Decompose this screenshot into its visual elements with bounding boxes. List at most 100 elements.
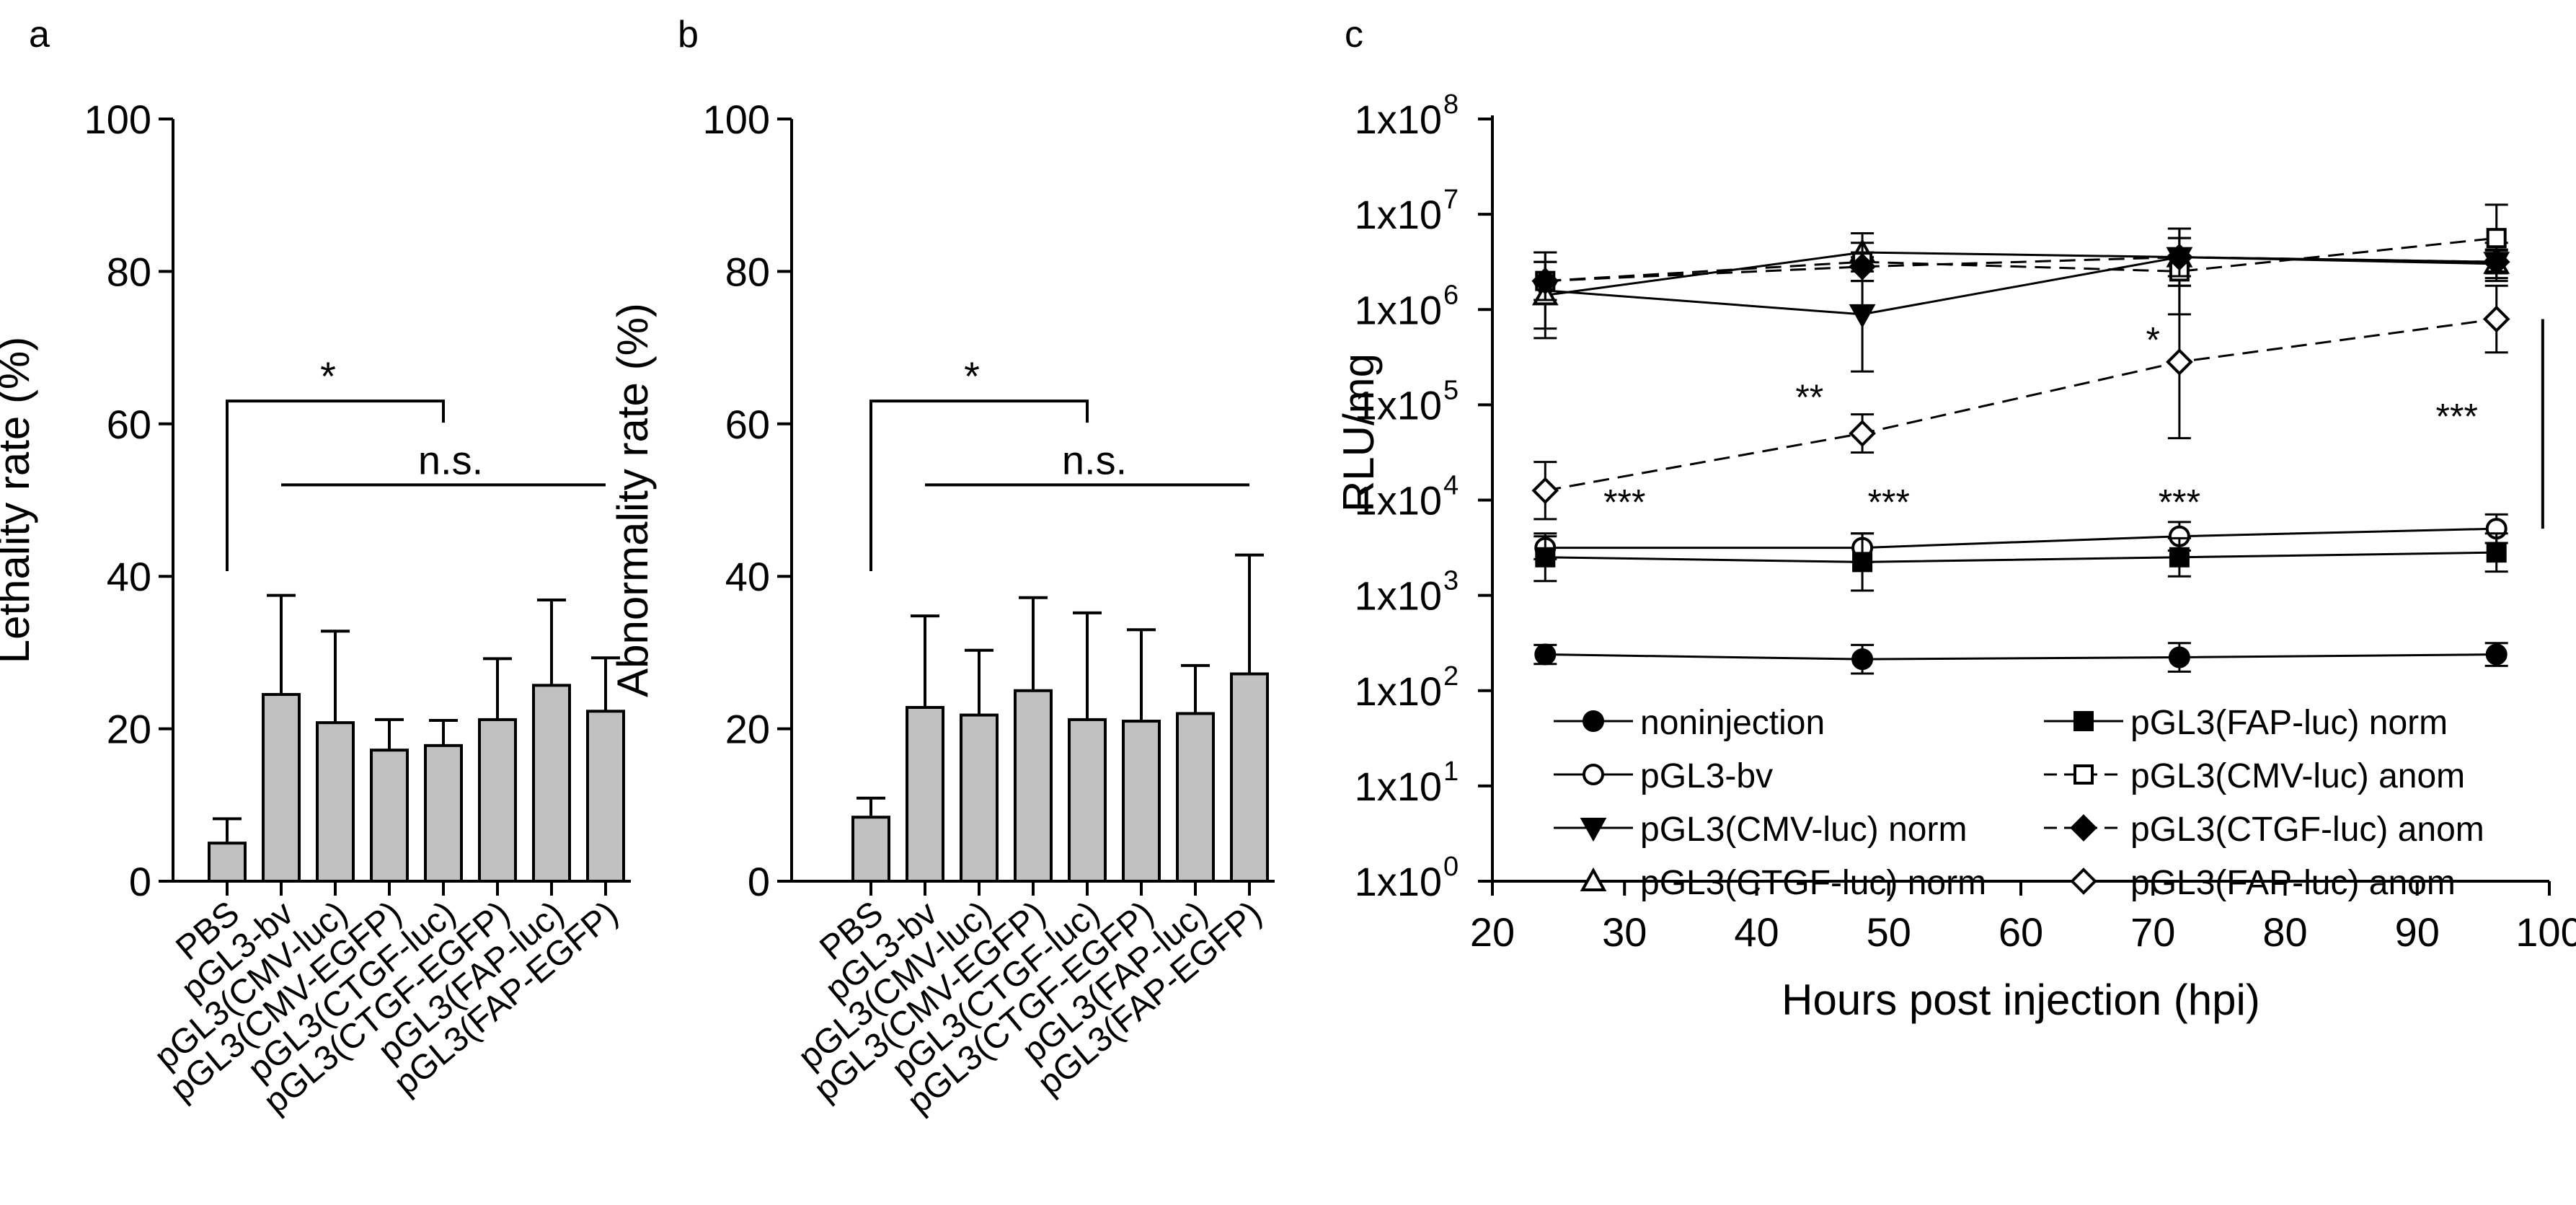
bar — [1176, 712, 1215, 883]
series-2 — [1531, 227, 2510, 373]
y-tick-label-exponent: 5 — [1443, 375, 1459, 405]
y-tick-label-base: 1x10 — [1355, 668, 1442, 714]
x-tick-label: 100 — [2515, 909, 2576, 955]
significance-bracket — [226, 400, 445, 571]
series-line — [1545, 653, 2497, 661]
data-point — [1531, 477, 1559, 505]
y-tick-label: 20 — [107, 707, 151, 752]
y-tick-label-base: 1x10 — [1355, 287, 1442, 332]
data-point — [2168, 646, 2190, 668]
legend-entry: pGL3(CMV-luc) norm — [1554, 811, 1967, 849]
series-line — [1545, 317, 2497, 492]
y-tick-label-exponent: 1 — [1443, 756, 1459, 787]
series-line — [1545, 527, 2497, 549]
bar — [851, 816, 890, 883]
legend-label: pGL3(CTGF-luc) anom — [2130, 811, 2484, 849]
significance-label: * — [2146, 320, 2160, 361]
series-line — [1545, 551, 2497, 563]
data-point — [2482, 305, 2510, 333]
legend-entry: pGL3(FAP-luc) norm — [2044, 704, 2448, 742]
series-6 — [1531, 237, 2510, 301]
data-point — [2485, 643, 2508, 666]
legend-marker — [2073, 711, 2094, 731]
data-point — [2482, 248, 2510, 276]
y-tick-label-exponent: 7 — [1443, 185, 1459, 215]
ns-label: n.s. — [1062, 437, 1127, 482]
data-point — [2166, 243, 2193, 271]
y-tick-label-exponent: 4 — [1443, 471, 1459, 501]
x-tick-label: 40 — [1734, 909, 1779, 955]
significance-label: *** — [1868, 482, 1910, 522]
y-tick-label-base: 1x10 — [1355, 764, 1442, 809]
data-point — [1849, 420, 1876, 447]
bar — [478, 718, 517, 883]
data-point — [2486, 228, 2507, 249]
bar — [960, 713, 999, 883]
y-tick-label: 80 — [107, 249, 151, 294]
data-point — [2486, 542, 2507, 563]
data-point — [1849, 304, 1876, 328]
panel-label: a — [29, 14, 50, 56]
bar — [1068, 718, 1107, 883]
y-tick-label-exponent: 2 — [1443, 661, 1459, 692]
y-axis-label: RLU/mg — [1335, 353, 1383, 512]
y-tick-label-base: 1x10 — [1355, 859, 1442, 904]
legend-label: pGL3(FAP-luc) anom — [2130, 864, 2456, 902]
legend-label: noninjection — [1640, 704, 1825, 742]
data-point — [1851, 648, 1874, 671]
legend-marker — [2073, 764, 2094, 785]
y-tick-label-exponent: 3 — [1443, 566, 1459, 596]
x-tick-label: 80 — [2262, 909, 2307, 955]
legend-label: pGL3(FAP-luc) norm — [2130, 704, 2448, 742]
series-4 — [1533, 532, 2508, 592]
y-tick-label: 0 — [748, 859, 770, 904]
x-tick-label: 90 — [2395, 909, 2440, 955]
y-tick-label-base: 1x10 — [1355, 382, 1442, 428]
data-point — [1852, 552, 1873, 573]
legend-label: pGL3-bv — [1640, 757, 1773, 795]
y-tick-label: 100 — [703, 97, 770, 142]
bar — [532, 684, 571, 883]
legend-entry: pGL3(FAP-luc) anom — [2044, 864, 2456, 902]
y-axis-label: Lethality rate (%) — [0, 337, 38, 664]
y-tick-label: 0 — [129, 859, 151, 904]
legend-marker — [2070, 868, 2097, 895]
y-tick-label-exponent: 6 — [1443, 280, 1459, 310]
y-tick-label: 40 — [725, 554, 770, 599]
series-line — [1545, 256, 2497, 283]
bar — [262, 693, 301, 883]
legend-marker — [1580, 867, 1607, 891]
legend-marker — [1583, 710, 1604, 732]
x-tick-label: 70 — [2130, 909, 2175, 955]
series-0 — [1533, 642, 2508, 675]
legend-label: pGL3(CMV-luc) anom — [2130, 757, 2465, 795]
data-point — [1534, 643, 1557, 666]
significance-label: *** — [2436, 396, 2478, 436]
legend-entry: pGL3-bv — [1554, 757, 1773, 795]
bar — [1014, 689, 1053, 883]
significance-label: *** — [2159, 482, 2200, 522]
y-tick-label-exponent: 0 — [1443, 852, 1459, 882]
bar — [586, 710, 625, 883]
y-tick-label-base: 1x10 — [1355, 192, 1442, 237]
legend-entry: noninjection — [1554, 704, 1825, 742]
y-tick-label: 60 — [107, 402, 151, 447]
legend-label: pGL3(CMV-luc) norm — [1640, 811, 1967, 849]
series-7 — [1531, 284, 2510, 521]
x-tick-label: 50 — [1867, 909, 1911, 955]
y-tick-label-base: 1x10 — [1355, 478, 1442, 524]
y-tick-label: 100 — [84, 97, 151, 142]
legend-marker — [2070, 814, 2097, 842]
bar — [424, 743, 463, 883]
significance-star: * — [964, 353, 980, 399]
panel-label: c — [1345, 14, 1363, 56]
y-tick-label: 20 — [725, 707, 770, 752]
significance-label: *** — [1603, 482, 1645, 522]
series-line — [1545, 237, 2497, 283]
bar — [316, 721, 355, 883]
y-tick-label-base: 1x10 — [1355, 97, 1442, 142]
y-tick-label: 80 — [725, 249, 770, 294]
